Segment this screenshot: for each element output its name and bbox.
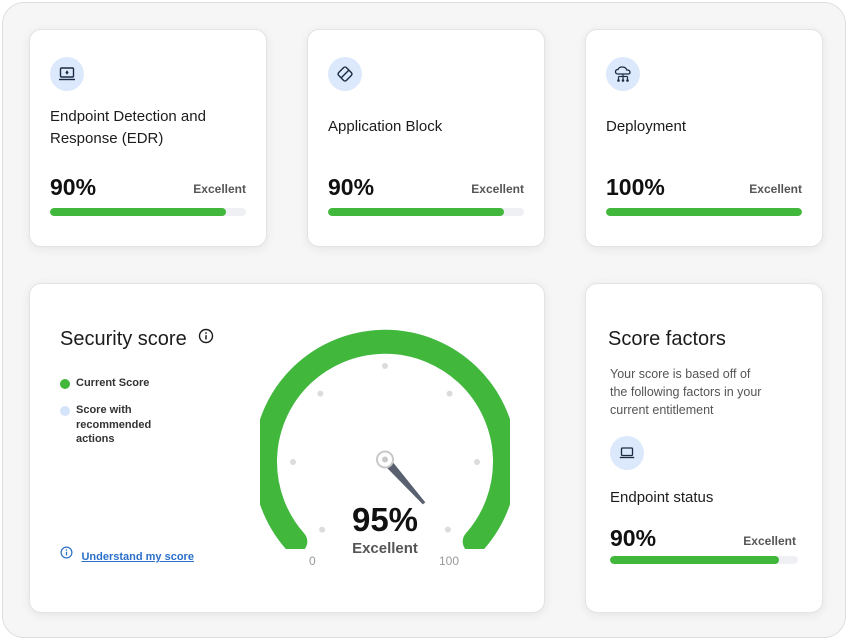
laptop-icon	[50, 57, 84, 91]
endpoint-status-percent: 90%	[610, 525, 657, 551]
edr-percent: 90%	[50, 174, 97, 200]
application-block-progress-bar	[328, 208, 524, 216]
endpoint-status-rating: Excellent	[743, 534, 796, 548]
application-block-percent: 90%	[328, 174, 375, 200]
endpoint-status-title: Endpoint status	[610, 489, 714, 506]
deployment-rating: Excellent	[749, 182, 802, 196]
gauge-min-label: 0	[309, 554, 316, 568]
security-score-gauge	[260, 329, 510, 549]
understand-score-link-text[interactable]: Understand my score	[81, 551, 194, 563]
application-block-card[interactable]: Application Block 90% Excellent	[307, 29, 545, 247]
security-score-card: Security score Current Score Score with …	[29, 283, 545, 613]
security-score-title: Security score	[60, 328, 214, 351]
edr-progress-fill	[50, 208, 227, 216]
gauge-arc	[260, 329, 510, 549]
gauge-max-label: 100	[439, 554, 460, 568]
score-factors-description: Your score is based off of the following…	[610, 367, 762, 417]
deployment-title: Deployment	[606, 118, 687, 135]
current-score-legend-label: Current Score	[76, 377, 150, 389]
laptop-icon	[610, 436, 644, 470]
endpoint-status-progress-bar	[610, 556, 798, 564]
security-score-rating: Excellent	[352, 540, 418, 557]
edr-card[interactable]: Endpoint Detection and Response (EDR) 90…	[29, 29, 267, 247]
security-score-value: 95%	[351, 501, 419, 538]
deployment-progress-bar	[606, 208, 802, 216]
info-icon[interactable]	[198, 327, 214, 350]
edr-rating: Excellent	[193, 182, 246, 196]
cloud-network-icon	[606, 57, 640, 91]
application-block-progress-fill	[328, 208, 505, 216]
score-factors-card: Score factors Your score is based off of…	[585, 283, 823, 613]
deployment-card[interactable]: Deployment 100% Excellent	[585, 29, 823, 247]
application-block-rating: Excellent	[471, 182, 524, 196]
gauge-tick-marks	[290, 363, 480, 533]
application-block-title: Application Block	[328, 118, 443, 135]
deployment-progress-fill	[606, 208, 802, 216]
edr-title: Endpoint Detection and Response (EDR)	[50, 108, 206, 147]
gauge-needle	[381, 456, 426, 505]
score-factors-title: Score factors	[608, 328, 726, 350]
info-icon	[60, 546, 73, 564]
understand-score-link[interactable]: Understand my score	[60, 546, 194, 565]
deployment-percent: 100%	[606, 174, 665, 200]
endpoint-status-progress-fill	[610, 556, 780, 564]
current-score-legend-dot	[60, 379, 70, 389]
edr-progress-bar	[50, 208, 246, 216]
recommended-score-legend-dot	[60, 406, 70, 416]
recommended-score-legend-label: Score with recommended actions	[76, 404, 152, 445]
blocked-app-icon	[328, 57, 362, 91]
